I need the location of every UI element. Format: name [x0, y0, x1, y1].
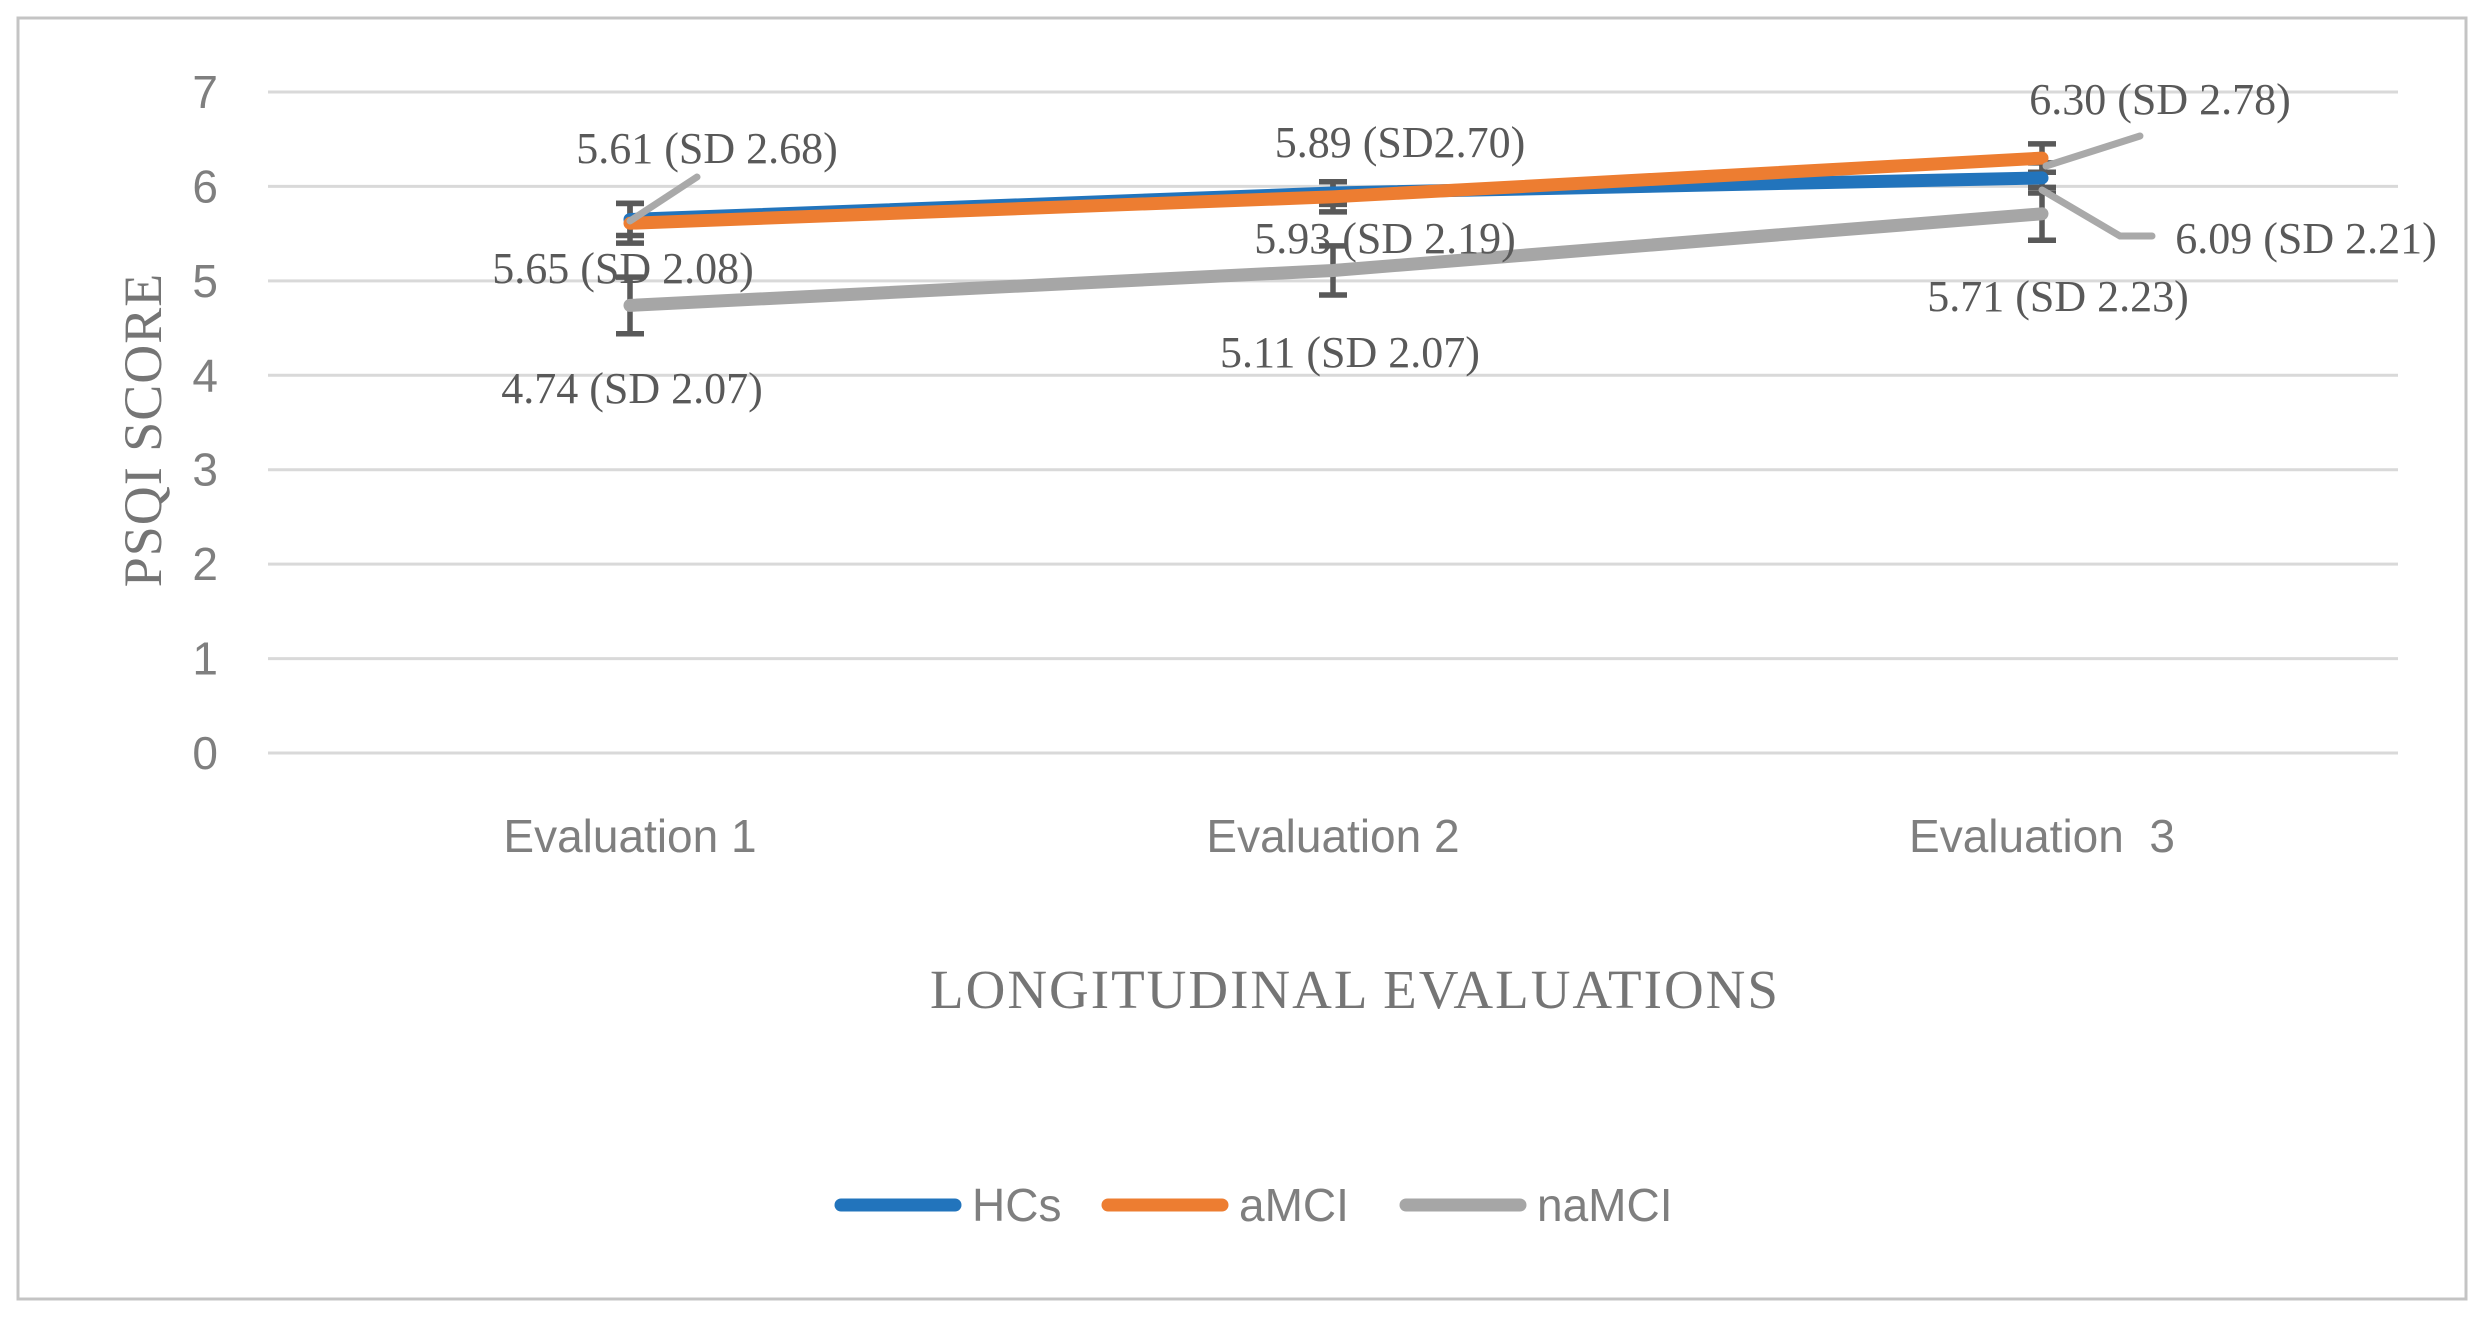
- series-line-namci: [623, 207, 2049, 312]
- legend-item-namci: naMCI: [1399, 1179, 1672, 1231]
- x-tick-label-3: Evaluation 3: [1909, 810, 2175, 862]
- y-tick-label-7: 7: [192, 66, 218, 118]
- legend-label-namci: naMCI: [1537, 1179, 1672, 1231]
- data-label-hcs-2: 6.09 (SD 2.21): [2175, 214, 2437, 263]
- data-label-hcs-0: 5.65 (SD 2.08): [492, 244, 754, 293]
- legend: HCs aMCI naMCI: [834, 1179, 1672, 1231]
- plot-area: 0 1 2 3 4 5 6 7 Evaluation 1 Evaluation 2 Evaluati…: [192, 66, 2436, 862]
- y-tick-label-3: 3: [192, 444, 218, 496]
- y-tick-label-4: 4: [192, 349, 218, 401]
- x-tick-label-1: Evaluation 1: [503, 810, 756, 862]
- x-tick-label-2: Evaluation 2: [1206, 810, 1459, 862]
- legend-item-amci: aMCI: [1101, 1179, 1349, 1231]
- data-label-namci-1: 5.11 (SD 2.07): [1220, 328, 1480, 377]
- y-tick-label-6: 6: [192, 160, 218, 212]
- data-label-amci-0: 5.61 (SD 2.68): [576, 124, 838, 173]
- data-label-namci-0: 4.74 (SD 2.07): [501, 364, 763, 413]
- data-label-namci-2: 5.71 (SD 2.23): [1927, 272, 2189, 321]
- legend-label-amci: aMCI: [1239, 1179, 1349, 1231]
- data-label-amci-1: 5.89 (SD2.70): [1275, 118, 1526, 167]
- legend-label-hcs: HCs: [972, 1179, 1061, 1231]
- data-label-amci-2: 6.30 (SD 2.78): [2029, 75, 2291, 124]
- y-axis-title: PSQI SCORE: [113, 273, 173, 588]
- leader-line-amci-0: [626, 173, 701, 225]
- data-label-hcs-1: 5.93 (SD 2.19): [1254, 214, 1516, 263]
- leader-line-amci-2: [2042, 132, 2144, 170]
- figure-border: [16, 16, 2468, 1301]
- y-tick-label-0: 0: [192, 727, 218, 779]
- y-tick-label-5: 5: [192, 255, 218, 307]
- x-axis-title: LONGITUDINAL EVALUATIONS: [930, 959, 1780, 1020]
- legend-item-hcs: HCs: [834, 1179, 1061, 1231]
- y-tick-label-2: 2: [192, 538, 218, 590]
- y-tick-label-1: 1: [192, 633, 218, 685]
- leader-line-hcs-2: [2038, 186, 2156, 240]
- series-line-amci: [623, 151, 2049, 230]
